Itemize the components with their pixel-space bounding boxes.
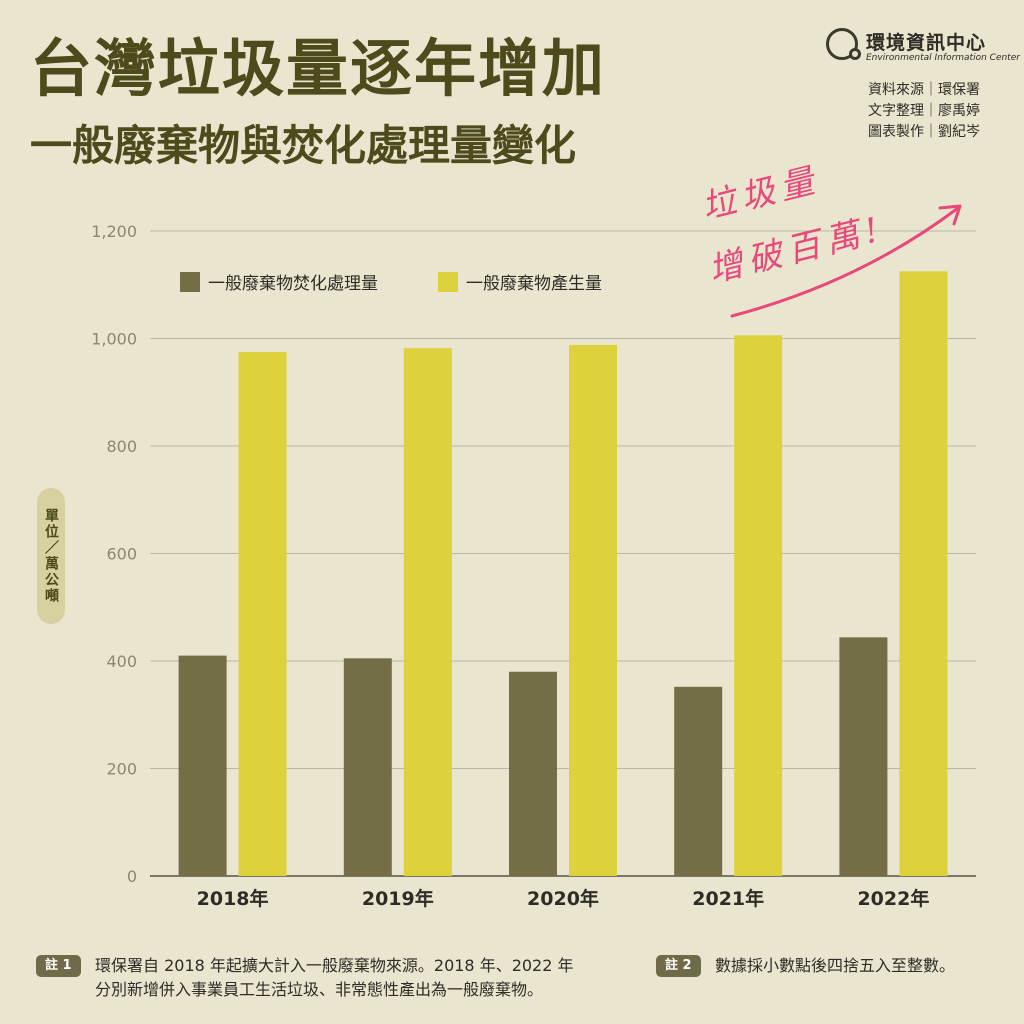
note-1-badge: 註 1 bbox=[36, 955, 81, 977]
y-tick-label: 1,000 bbox=[91, 330, 137, 349]
credit-writer: 文字整理｜廖禹婷 bbox=[868, 103, 980, 119]
y-tick-label: 0 bbox=[127, 867, 137, 886]
bar-generation bbox=[569, 344, 617, 876]
note-2-text: 數據採小數點後四捨五入至整數。 bbox=[715, 956, 956, 975]
x-tick-label: 2020年 bbox=[527, 887, 599, 910]
x-tick-label: 2018年 bbox=[197, 887, 269, 910]
x-tick-label: 2021年 bbox=[692, 887, 764, 910]
legend-swatch bbox=[180, 272, 200, 292]
annotation-arrow bbox=[730, 206, 960, 318]
legend-label: 一般廢棄物焚化處理量 bbox=[208, 274, 378, 294]
credits: 資料來源｜環保署 文字整理｜廖禹婷 圖表製作｜劉紀岑 bbox=[868, 80, 1018, 143]
bar-incineration bbox=[178, 655, 227, 876]
note-1-text: 環保署自 2018 年起擴大計入一般廢棄物來源。2018 年、2022 年 分別… bbox=[95, 956, 574, 999]
bar-incineration bbox=[674, 686, 723, 876]
bar-incineration bbox=[509, 671, 557, 876]
x-tick-label: 2019年 bbox=[362, 887, 434, 910]
note-2-badge: 註 2 bbox=[656, 955, 701, 977]
bar-generation bbox=[734, 335, 783, 876]
magnifier-globe-icon bbox=[826, 28, 861, 60]
y-tick-label: 400 bbox=[106, 652, 137, 671]
org-name: 環境資訊中心 bbox=[866, 32, 987, 54]
y-tick-label: 800 bbox=[106, 437, 137, 456]
page-subtitle: 一般廢棄物與焚化處理量變化 bbox=[30, 121, 577, 170]
credit-designer: 圖表製作｜劉紀岑 bbox=[868, 124, 980, 140]
org-brand: 環境資訊中心 Environmental Information Center bbox=[826, 26, 1020, 66]
credit-source: 資料來源｜環保署 bbox=[868, 82, 980, 98]
y-tick-label: 200 bbox=[106, 760, 137, 779]
bar-generation bbox=[238, 351, 287, 876]
page-title: 台灣垃圾量逐年增加 bbox=[30, 32, 607, 105]
bar-incineration bbox=[839, 637, 888, 876]
org-name-en: Environmental Information Center bbox=[866, 53, 1020, 63]
y-tick-label: 1,200 bbox=[91, 222, 137, 241]
unit-label: 單位／萬公噸 bbox=[37, 488, 65, 624]
annotation-arrowhead bbox=[938, 204, 962, 226]
legend-swatch bbox=[438, 272, 458, 292]
legend-label: 一般廢棄物產生量 bbox=[466, 274, 602, 294]
bar-generation bbox=[899, 271, 948, 876]
x-tick-label: 2022年 bbox=[857, 887, 929, 910]
bar-incineration bbox=[343, 658, 392, 876]
y-tick-label: 600 bbox=[106, 545, 137, 564]
bar-generation bbox=[403, 348, 452, 876]
